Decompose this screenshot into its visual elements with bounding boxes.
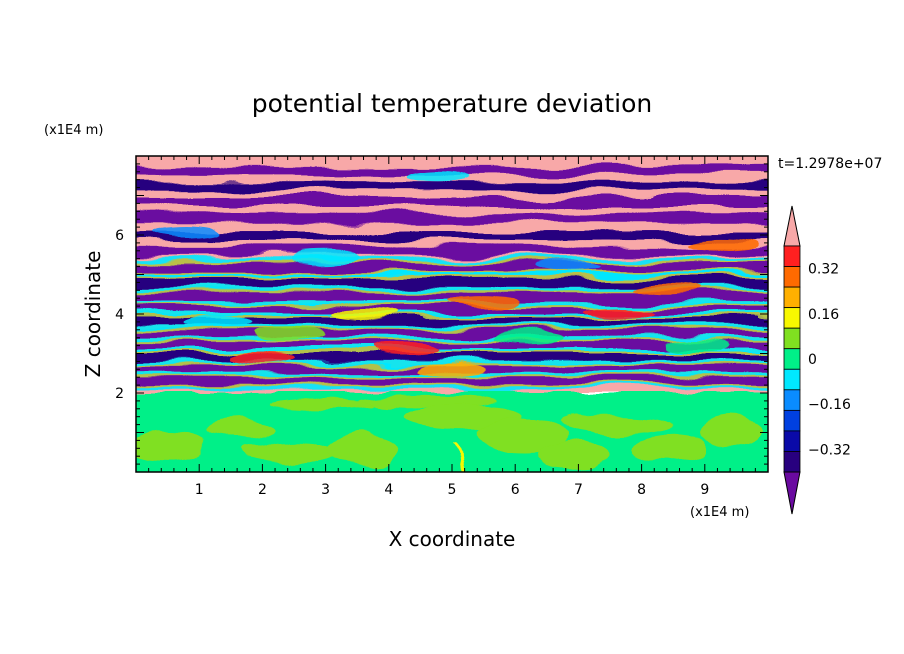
turbulent-patch	[531, 260, 600, 273]
colorbar-label: −0.16	[808, 397, 851, 413]
colorbar-label: 0.32	[808, 262, 839, 278]
x-axis-unit: (x1E4 m)	[690, 505, 749, 520]
colorbar-extend-bottom	[783, 471, 801, 515]
colorbar-extend-top	[783, 205, 801, 247]
x-tick-label: 3	[321, 482, 330, 498]
band-core	[136, 231, 768, 241]
time-label: t=1.2978e+07	[778, 156, 882, 172]
layer-band	[136, 181, 768, 191]
turbulent-patch	[152, 225, 221, 238]
colorbar-cell	[783, 451, 801, 473]
turbulent-patch	[228, 351, 297, 364]
chart-title: potential temperature deviation	[252, 89, 652, 118]
colorbar-cell	[783, 430, 801, 452]
band-core	[136, 341, 768, 349]
turbulent-patch	[291, 252, 360, 265]
band-core	[136, 262, 768, 272]
x-tick-label: 7	[574, 482, 583, 498]
y-axis-label: Z coordinate	[81, 251, 105, 378]
thermal-patch	[637, 434, 710, 463]
turbulent-patch	[582, 304, 651, 317]
layer-band	[136, 231, 768, 241]
x-tick-label: 1	[195, 482, 204, 498]
y-tick-label: 6	[115, 228, 124, 244]
band-core	[136, 181, 768, 191]
x-tick-label: 9	[700, 482, 709, 498]
layer-band	[136, 213, 768, 223]
turbulent-patch	[184, 315, 253, 328]
colorbar-cell	[783, 327, 801, 350]
thermal-patch	[203, 418, 272, 439]
thermal-patch	[325, 432, 402, 465]
band-core	[136, 246, 768, 256]
turbulent-patch	[373, 343, 442, 356]
colorbar-cell	[783, 266, 801, 288]
x-tick-label: 5	[448, 482, 457, 498]
band-core	[136, 292, 768, 302]
thermal-patch	[246, 440, 342, 465]
turbulent-patch	[664, 339, 733, 352]
y-tick-label: 4	[115, 307, 124, 323]
band-core	[136, 197, 768, 207]
layer-band	[136, 197, 768, 207]
thermal-patch	[564, 414, 669, 435]
turbulent-patch	[449, 296, 518, 309]
band-core	[136, 306, 768, 314]
x-axis-ticks: 1 2 3 4 5 6 7 8 9	[135, 156, 769, 498]
layer-band	[136, 257, 768, 277]
band-core	[136, 213, 768, 223]
band-core	[136, 278, 768, 288]
x-axis-label: X coordinate	[389, 527, 516, 551]
colorbar-cell	[783, 368, 801, 391]
y-tick-label: 2	[115, 386, 124, 402]
thermal-patch	[136, 430, 208, 459]
band-core	[136, 317, 768, 325]
layer-band	[136, 246, 768, 256]
thermal-patch	[356, 394, 497, 407]
x-tick-label: 8	[637, 482, 646, 498]
colorbar-label: 0.16	[808, 307, 839, 323]
upper-layer-bands	[136, 156, 768, 397]
turbulent-patch	[418, 363, 486, 376]
x-tick-label: 6	[511, 482, 520, 498]
thermal-patch	[532, 444, 613, 469]
colorbar-cell	[783, 389, 801, 411]
band-core	[136, 377, 768, 385]
x-tick-label: 4	[384, 482, 393, 498]
thermal-patch	[475, 418, 568, 455]
x-tick-label: 2	[258, 482, 267, 498]
layer-band	[136, 372, 768, 390]
y-axis-ticks: 2 4 6	[115, 163, 768, 473]
colorbar: 0.32 0.16 0 −0.16 −0.32	[783, 205, 851, 515]
colorbar-label: 0	[808, 352, 817, 368]
turbulent-patch	[329, 308, 398, 320]
colorbar-label: −0.32	[808, 442, 851, 458]
thermal-patch	[269, 398, 370, 411]
lower-mixed-layer	[136, 391, 768, 472]
y-axis-unit: (x1E4 m)	[44, 123, 103, 138]
colorbar-cell	[783, 245, 801, 267]
plume-highlight	[448, 444, 468, 472]
colorbar-cell	[783, 409, 801, 432]
turbulent-patch	[405, 169, 474, 182]
turbulent-patch	[632, 284, 701, 297]
contour-field	[136, 156, 768, 472]
thermal-patch	[700, 420, 761, 445]
turbulent-patch	[493, 331, 562, 344]
colorbar-cell	[783, 286, 801, 309]
colorbar-cell	[783, 348, 801, 370]
band-core	[136, 329, 768, 337]
turbulent-patch	[689, 236, 758, 249]
colorbar-cell	[783, 307, 801, 329]
turbulent-patch	[253, 327, 322, 340]
band-core	[136, 353, 768, 361]
